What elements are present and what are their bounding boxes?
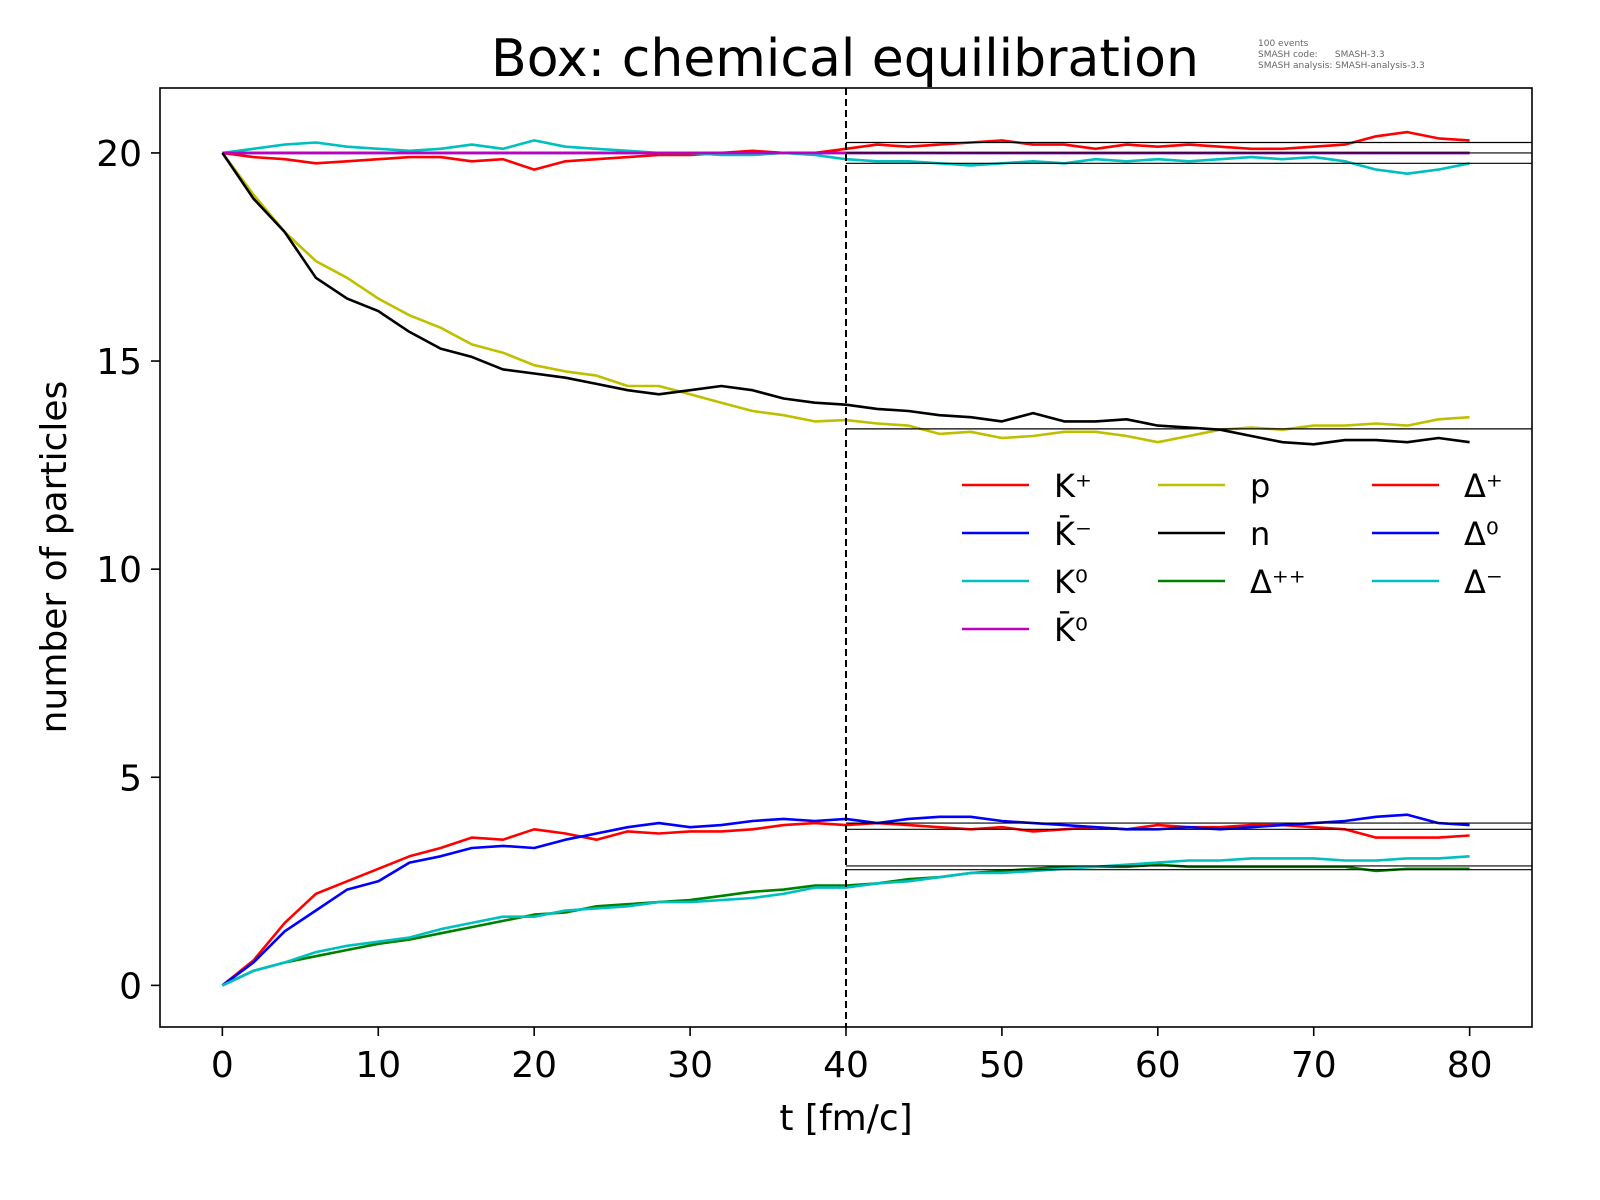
info-line: SMASH code: SMASH-3.3 [1258,50,1385,60]
info-line: 100 events [1258,39,1309,49]
y-tick-label: 5 [119,758,142,799]
chart-title: Box: chemical equilibration [491,29,1199,89]
legend-label: Δ⁺⁺ [1250,563,1306,601]
legend: K⁺ K̄⁻ K⁰ K̄⁰ pn Δ⁺⁺ Δ⁺ Δ⁰ Δ⁻ [962,467,1503,649]
series-line-5 [221,152,1470,446]
axes: 0 10 20 30 40 50 60 70 80 0 5 10 15 20 [96,87,1533,1086]
legend-label: K⁺ [1054,467,1092,505]
x-tick-label: 80 [1447,1045,1493,1086]
legend-label: Δ⁺ [1464,467,1503,505]
plot-area [221,88,1532,1027]
y-tick-label: 15 [96,342,142,383]
x-tick-label: 20 [511,1045,557,1086]
x-tick-label: 70 [1291,1045,1337,1086]
y-tick-label: 20 [96,134,142,175]
legend-label: Δ⁻ [1464,563,1503,601]
x-tick-label: 0 [211,1045,234,1086]
y-tick-label: 0 [119,966,142,1007]
x-tick-label: 50 [979,1045,1025,1086]
legend-label: K̄⁰ [1054,610,1088,649]
x-tick-label: 40 [823,1045,869,1086]
legend-label: K⁰ [1054,563,1088,601]
x-axis-label: t [fm/c] [779,1098,912,1139]
y-axis-label: number of particles [34,381,75,734]
legend-label: p [1250,467,1270,505]
y-tick-label: 10 [96,550,142,591]
legend-label: K̄⁻ [1054,514,1092,553]
series-line-9 [221,855,1470,987]
x-tick-label: 60 [1135,1045,1181,1086]
x-tick-label: 10 [355,1045,401,1086]
legend-label: n [1250,515,1270,553]
legend-label: Δ⁰ [1464,515,1499,553]
info-box: 100 events SMASH code: SMASH-3.3 SMASH a… [1258,39,1425,71]
x-tick-label: 30 [667,1045,713,1086]
info-line: SMASH analysis: SMASH-analysis-3.3 [1258,61,1425,71]
